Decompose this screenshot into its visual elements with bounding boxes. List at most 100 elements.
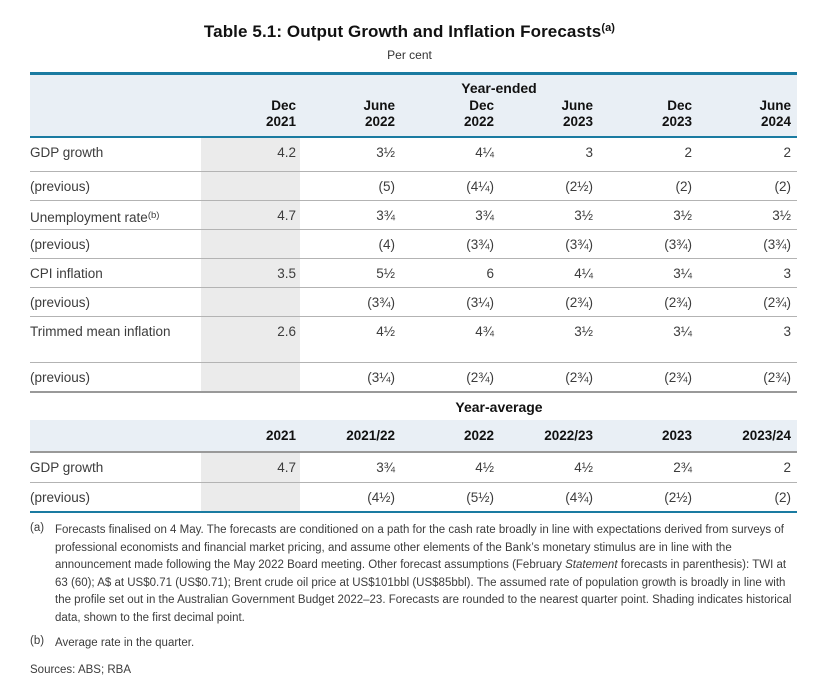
- cell-value: 4½: [574, 460, 593, 475]
- cell-value: 4½: [376, 324, 395, 339]
- column-header: June 2024: [759, 98, 791, 129]
- row-label: Unemployment rate(b): [30, 210, 160, 225]
- cell-value: (2¾): [565, 370, 593, 385]
- row-label: (previous): [30, 370, 91, 385]
- cell-value: (3¼): [367, 370, 395, 385]
- cell-value: (2¾): [565, 295, 593, 310]
- cell-value: (2¾): [664, 370, 692, 385]
- column-header: June 2022: [363, 98, 395, 129]
- table-row: GDP growth 4.2 3½ 4¼ 3 2 2: [30, 138, 797, 171]
- table-row: (previous) (5) (4¼) (2½) (2) (2): [30, 171, 797, 200]
- cell-value: (3¾): [763, 237, 791, 252]
- column-header: 2023: [661, 428, 692, 443]
- cell-value: (5): [378, 179, 396, 194]
- cell-value: 3¾: [475, 208, 494, 223]
- cell-value: 3¼: [673, 266, 692, 281]
- cell-value: (4): [378, 237, 396, 252]
- table-title-text: Table 5.1: Output Growth and Inflation F…: [203, 22, 602, 41]
- forecast-table: Year-ended Dec 2021 June 2022 Dec 2022 June…: [30, 72, 797, 513]
- cell-value: 5½: [376, 266, 395, 281]
- column-header: 2023/24: [742, 428, 791, 443]
- row-label: (previous): [30, 179, 91, 194]
- row-label: (previous): [30, 295, 91, 310]
- table-row: CPI inflation 3.5 5½ 6 4¼ 3¼ 3: [30, 258, 797, 287]
- cell-value: 3.5: [201, 259, 300, 287]
- table-row: Unemployment rate(b) 4.7 3¾ 3¾ 3½ 3½ 3½: [30, 200, 797, 229]
- cell-value: 4¼: [574, 266, 593, 281]
- cell-value: 4¼: [475, 145, 494, 160]
- cell-value: 3½: [772, 208, 791, 223]
- cell-value: (2¾): [664, 295, 692, 310]
- cell-value: (4¾): [565, 490, 593, 505]
- sources-line: Sources: ABS; RBA: [30, 663, 131, 676]
- column-header: 2021: [265, 428, 296, 443]
- footnote-a: (a) Forecasts finalised on 4 May. The fo…: [30, 522, 800, 627]
- row-label: GDP growth: [30, 145, 104, 160]
- footnote-b: (b) Average rate in the quarter.: [30, 635, 800, 653]
- cell-value: 6: [486, 266, 494, 281]
- table-row: (previous) (4½) (5½) (4¾) (2½) (2): [30, 482, 797, 511]
- cell-value: 4.2: [201, 138, 300, 171]
- table-row: (previous) (4) (3¾) (3¾) (3¾) (3¾): [30, 229, 797, 258]
- cell-value: 3¾: [376, 208, 395, 223]
- column-header: 2022: [463, 428, 494, 443]
- italic-statement-word: Statement: [565, 559, 618, 571]
- column-header: 2022/23: [544, 428, 593, 443]
- cell-value: [201, 230, 300, 258]
- cell-value: (4¼): [466, 179, 494, 194]
- cell-value: (2¾): [763, 370, 791, 385]
- cell-value: 2: [783, 145, 791, 160]
- cell-value: (2½): [664, 490, 692, 505]
- table-title: Table 5.1: Output Growth and Inflation F…: [0, 22, 819, 42]
- cell-value: 3¾: [376, 460, 395, 475]
- cell-value: 3½: [376, 145, 395, 160]
- table-subtitle: Per cent: [387, 48, 432, 62]
- cell-value: (3¾): [466, 237, 494, 252]
- year-ended-rows: GDP growth 4.2 3½ 4¼ 3 2 2 (previous) (5…: [30, 138, 797, 393]
- cell-value: 2.6: [201, 317, 300, 362]
- cell-value: (5½): [466, 490, 494, 505]
- cell-value: 3¼: [673, 324, 692, 339]
- year-ended-header-band: Year-ended Dec 2021 June 2022 Dec 2022 June…: [30, 72, 797, 138]
- cell-value: 3: [783, 324, 791, 339]
- cell-value: [201, 288, 300, 316]
- cell-value: 4½: [475, 460, 494, 475]
- row-label: Trimmed mean inflation: [30, 324, 171, 339]
- year-average-column-headers: 2021 2021/22 2022 2022/23 2023 2023/24: [30, 420, 797, 451]
- cell-value: 3½: [673, 208, 692, 223]
- footnotes: (a) Forecasts finalised on 4 May. The fo…: [30, 522, 800, 676]
- column-header: Dec 2023: [661, 98, 692, 129]
- table-row: GDP growth 4.7 3¾ 4½ 4½ 2¾ 2: [30, 453, 797, 482]
- column-header: Dec 2021: [265, 98, 296, 129]
- column-header: June 2023: [561, 98, 593, 129]
- footnote-marker: (b): [147, 210, 160, 221]
- row-label: GDP growth: [30, 460, 104, 475]
- year-average-header-band: 2021 2021/22 2022 2022/23 2023 2023/24: [30, 420, 797, 453]
- year-average-rows: GDP growth 4.7 3¾ 4½ 4½ 2¾ 2 (previous) …: [30, 453, 797, 513]
- cell-value: (2½): [565, 179, 593, 194]
- year-ended-section-label: Year-ended: [461, 80, 537, 96]
- footnote-b-label: (b): [30, 635, 45, 647]
- year-average-section-label: Year-average: [455, 399, 543, 415]
- cell-value: 2: [783, 460, 791, 475]
- cell-value: 3: [585, 145, 593, 160]
- table-row: (previous) (3¾) (3¼) (2¾) (2¾) (2¾): [30, 287, 797, 316]
- cell-value: 3½: [574, 208, 593, 223]
- cell-value: [201, 483, 300, 511]
- table-row: Trimmed mean inflation 2.6 4½ 4¾ 3½ 3¼ 3: [30, 316, 797, 362]
- cell-value: (3¾): [565, 237, 593, 252]
- cell-value: (2): [774, 490, 792, 505]
- cell-value: 4¾: [475, 324, 494, 339]
- cell-value: 3½: [574, 324, 593, 339]
- column-header: Dec 2022: [463, 98, 494, 129]
- cell-value: (3¼): [466, 295, 494, 310]
- footnote-a-label: (a): [30, 522, 45, 534]
- cell-value: (2): [675, 179, 693, 194]
- cell-value: [201, 172, 300, 200]
- footnote-a-text: Forecasts finalised on 4 May. The foreca…: [55, 524, 792, 624]
- table-row: (previous) (3¼) (2¾) (2¾) (2¾) (2¾): [30, 362, 797, 391]
- cell-value: [201, 363, 300, 391]
- cell-value: 4.7: [201, 453, 300, 482]
- cell-value: 3: [783, 266, 791, 281]
- cell-value: 2¾: [673, 460, 692, 475]
